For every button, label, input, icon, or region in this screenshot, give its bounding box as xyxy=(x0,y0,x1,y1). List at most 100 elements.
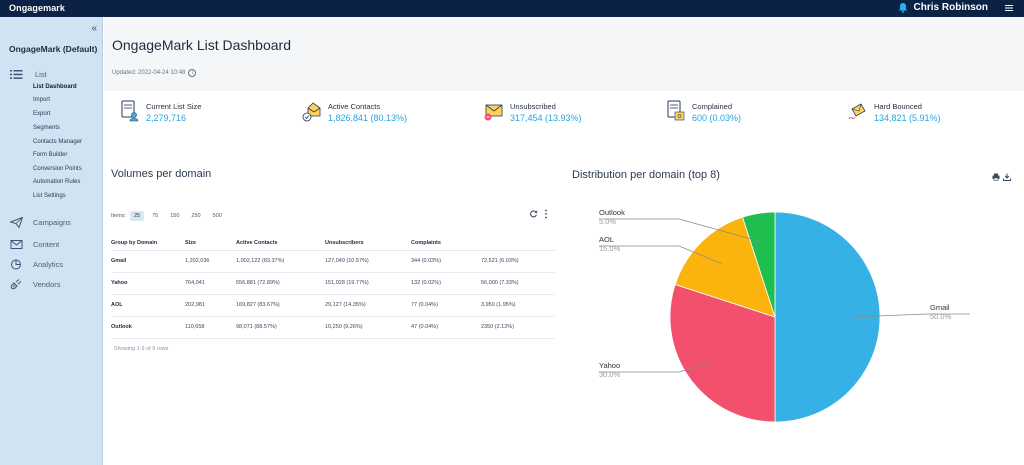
page-size-250[interactable]: 250 xyxy=(191,213,201,219)
bell-icon[interactable] xyxy=(898,2,908,13)
sidebar-item-label: Content xyxy=(33,239,60,249)
table-cell: 56,000 (7.33%) xyxy=(481,272,555,295)
brand-logo[interactable]: Ongagemark xyxy=(9,3,66,13)
user-menu[interactable]: Chris Robinson xyxy=(898,2,988,13)
page-size-75[interactable]: 75 xyxy=(152,213,159,219)
volumes-table: Group by Domain Size Active Contacts Uns… xyxy=(111,236,555,339)
pie-slice-aol[interactable] xyxy=(674,216,776,318)
sidebar-subitem-automation-rules[interactable]: Automation Rules xyxy=(33,179,81,185)
pie-leader-line-outlook xyxy=(599,218,764,243)
stat-unsubscribed: Unsubscribed 317,454 (13.93%) xyxy=(484,100,582,128)
info-icon[interactable]: i xyxy=(188,69,197,77)
stat-hard-bounced: Hard Bounced 134,821 (5.91%) xyxy=(848,100,941,128)
sidebar-subitem-import[interactable]: Import xyxy=(33,97,51,103)
chart-toolbar xyxy=(992,173,1011,181)
column-header[interactable]: Active Contacts xyxy=(236,236,325,251)
stat-label: Hard Bounced xyxy=(874,102,922,111)
pie-label-yahoo: Yahoo xyxy=(599,361,620,370)
column-header xyxy=(481,236,555,251)
sidebar-item-list[interactable]: List xyxy=(10,68,47,80)
table-header-row: Group by Domain Size Active Contacts Uns… xyxy=(111,236,555,251)
table-cell: 344 (0.03%) xyxy=(411,250,481,273)
sidebar-subitem-list-settings[interactable]: List Settings xyxy=(33,193,66,199)
table-cell: 556,881 (72.89%) xyxy=(236,272,325,295)
user-name[interactable]: Chris Robinson xyxy=(913,2,988,13)
page-title: OngageMark List Dashboard xyxy=(112,37,291,53)
pie-slice-gmail[interactable] xyxy=(774,211,881,423)
stat-label: Unsubscribed xyxy=(510,102,556,111)
envelope-icon xyxy=(10,239,23,249)
hamburger-menu-icon[interactable] xyxy=(1004,3,1014,13)
table-cell: 110,658 xyxy=(185,316,236,339)
table-cell: 169,827 (83.67%) xyxy=(236,294,325,317)
table-row[interactable]: Outlook 110,658 98,071 (88.57%) 10,250 (… xyxy=(111,316,555,339)
pie-leader-line-gmail xyxy=(850,313,970,318)
refresh-icon[interactable] xyxy=(529,209,538,218)
column-header[interactable]: Complaints xyxy=(411,236,481,251)
pie-leader-line-yahoo xyxy=(599,361,714,373)
stat-label: Current List Size xyxy=(146,102,202,111)
table-cell: 3,950 (1.95%) xyxy=(481,294,555,317)
sidebar-item-label: Analytics xyxy=(33,259,64,269)
sidebar-subitem-segments[interactable]: Segments xyxy=(33,125,61,131)
pie-label-gmail: Gmail xyxy=(930,303,950,312)
sidebar-subitem-form-builder[interactable]: Form Builder xyxy=(33,152,68,158)
download-icon[interactable] xyxy=(1003,173,1011,181)
stat-value: 2,279,716 xyxy=(146,113,187,123)
last-updated: Updated: 2022-04-24 10:48 i xyxy=(112,69,197,77)
pie-label-aol: AOL xyxy=(599,235,614,244)
complaint-icon xyxy=(667,100,685,121)
stat-value: 317,454 (13.93%) xyxy=(510,113,582,123)
pie-chart-icon xyxy=(11,259,21,269)
column-header[interactable]: Group by Domain xyxy=(111,236,185,251)
table-row[interactable]: AOL 202,981 169,827 (83.67%) 29,127 (14.… xyxy=(111,294,555,317)
table-cell: 29,127 (14.35%) xyxy=(325,294,411,317)
sidebar-item-content[interactable]: Content xyxy=(10,238,59,250)
column-header[interactable]: Unsubscribers xyxy=(325,236,411,251)
stat-label: Active Contacts xyxy=(328,102,381,111)
pie-percent-outlook: 5.0% xyxy=(599,217,616,226)
column-header[interactable]: Size xyxy=(185,236,236,251)
stat-value: 134,821 (5.91%) xyxy=(874,113,941,123)
pie-slice-outlook[interactable] xyxy=(742,211,776,318)
volumes-title: Volumes per domain xyxy=(111,168,212,180)
paper-plane-icon xyxy=(10,216,23,228)
sidebar-item-analytics[interactable]: Analytics xyxy=(10,258,63,270)
table-cell: 1,002,122 (83.37%) xyxy=(236,250,325,273)
sidebar-subitem-contacts-manager[interactable]: Contacts Manager xyxy=(33,139,83,145)
stat-active-contacts: Active Contacts 1,826,841 (80.13%) xyxy=(302,100,407,128)
table-cell: 132 (0.02%) xyxy=(411,272,481,295)
print-icon[interactable] xyxy=(992,173,1000,181)
hard-bounced-icon xyxy=(848,103,866,120)
last-updated-text: Updated: 2022-04-24 10:48 xyxy=(112,70,186,76)
more-options-icon[interactable] xyxy=(544,209,548,219)
table-cell: Yahoo xyxy=(111,272,185,295)
account-name[interactable]: OngageMark (Default) xyxy=(9,44,98,54)
sidebar-subitem-list-dashboard[interactable]: List Dashboard xyxy=(33,84,77,90)
sidebar-subitem-export[interactable]: Export xyxy=(33,111,51,117)
pie-slice-yahoo[interactable] xyxy=(669,284,776,423)
table-cell: 127,049 (10.57%) xyxy=(325,250,411,273)
page-size-selector: Items: 25 75 150 250 500 xyxy=(111,211,226,221)
table-cell: 2350 (2.12%) xyxy=(481,316,555,339)
table-cell: 202,981 xyxy=(185,294,236,317)
page-size-500[interactable]: 500 xyxy=(212,213,222,219)
pie-percent-aol: 15.0% xyxy=(599,244,621,253)
distribution-title: Distribution per domain (top 8) xyxy=(572,169,720,181)
stat-label: Complained xyxy=(692,102,733,111)
top-bar: Ongagemark Chris Robinson xyxy=(0,0,1024,17)
pagination-info: Showing 1-9 of 9 rows xyxy=(114,346,169,352)
sidebar-item-vendors[interactable]: Vendors xyxy=(10,278,61,290)
page-size-150[interactable]: 150 xyxy=(170,213,180,219)
page-size-25[interactable]: 25 xyxy=(129,211,145,221)
sidebar-item-campaigns[interactable]: Campaigns xyxy=(10,216,71,228)
table-cell: 764,041 xyxy=(185,272,236,295)
table-cell: 1,202,036 xyxy=(185,250,236,273)
collapse-sidebar-icon[interactable]: « xyxy=(91,23,97,34)
stat-complained: Complained 600 (0.03%) xyxy=(666,100,741,128)
table-row[interactable]: Gmail 1,202,036 1,002,122 (83.37%) 127,0… xyxy=(111,250,555,273)
table-cell: Gmail xyxy=(111,250,185,273)
sidebar-subitem-conversion-points[interactable]: Conversion Points xyxy=(33,166,82,172)
active-contacts-icon xyxy=(302,102,321,122)
table-row[interactable]: Yahoo 764,041 556,881 (72.89%) 151,028 (… xyxy=(111,272,555,295)
